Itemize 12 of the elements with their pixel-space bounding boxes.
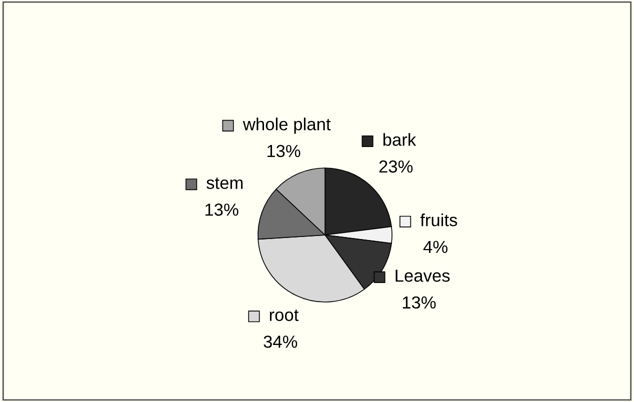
data-label: 13% (205, 204, 238, 216)
legend-label: fruits (420, 214, 458, 226)
legend-label: whole plant (242, 118, 331, 134)
data-label: 23% (379, 160, 413, 173)
data-label: 13% (267, 144, 300, 158)
data-label: 4% (423, 240, 448, 253)
legend-label: Leaves (396, 270, 450, 282)
legend-label: bark (383, 133, 416, 146)
data-label: 13% (402, 296, 436, 309)
data-label: 34% (264, 336, 298, 348)
legend-label: root (270, 310, 299, 322)
legend-label: stem (206, 178, 243, 190)
